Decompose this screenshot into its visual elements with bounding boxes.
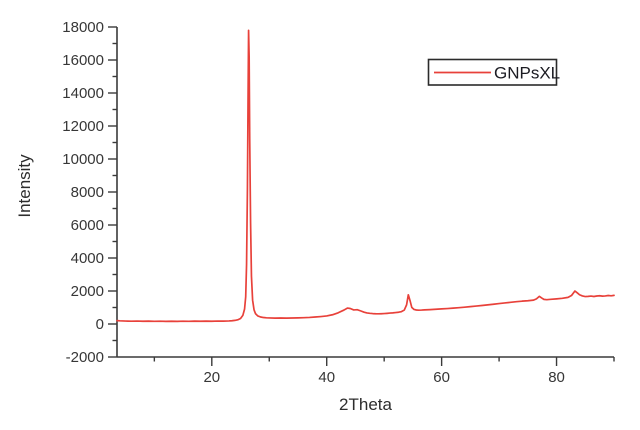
- y-tick-label: 4000: [71, 250, 104, 267]
- x-axis-ticks: 20 40 60 80: [153, 357, 615, 386]
- x-tick-label: 80: [548, 369, 565, 386]
- y-axis-ticks: -2000 0 2000 4000 6000 8000 10000 12000 14000 160…: [62, 19, 117, 366]
- x-tick-label: 60: [433, 369, 450, 386]
- y-tick-label: 14000: [62, 85, 104, 102]
- y-tick-label: -2000: [66, 349, 104, 366]
- legend-box: GNPsXL: [427, 58, 560, 86]
- y-axis-title: Intensity: [15, 154, 34, 218]
- x-axis-title: 2Theta: [339, 395, 392, 414]
- y-tick-label: 2000: [71, 283, 104, 300]
- x-tick-label: 40: [318, 369, 335, 386]
- y-tick-label: 16000: [62, 52, 104, 69]
- y-tick-label: 0: [96, 316, 104, 333]
- y-tick-label: 8000: [71, 184, 104, 201]
- legend-label: GNPsXL: [494, 64, 560, 83]
- x-tick-label: 20: [203, 369, 220, 386]
- plot-line-gnpsxl: [116, 29, 615, 323]
- y-tick-label: 12000: [62, 118, 104, 135]
- y-tick-label: 18000: [62, 19, 104, 36]
- y-tick-label: 6000: [71, 217, 104, 234]
- y-tick-label: 10000: [62, 151, 104, 168]
